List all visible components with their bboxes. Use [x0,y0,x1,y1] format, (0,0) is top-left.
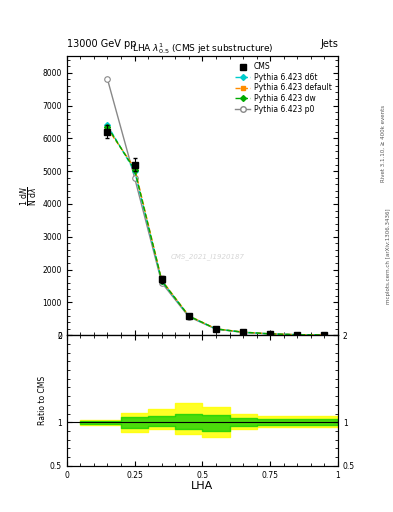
Text: Jets: Jets [320,38,338,49]
X-axis label: LHA: LHA [191,481,213,491]
Title: LHA $\lambda^{1}_{0.5}$ (CMS jet substructure): LHA $\lambda^{1}_{0.5}$ (CMS jet substru… [132,41,273,56]
Text: mcplots.cern.ch [arXiv:1306.3436]: mcplots.cern.ch [arXiv:1306.3436] [386,208,391,304]
Y-axis label: $\frac{1}{\mathrm{N}}\frac{\mathrm{d}N}{\mathrm{d}\lambda}$: $\frac{1}{\mathrm{N}}\frac{\mathrm{d}N}{… [18,186,40,206]
Text: 13000 GeV pp: 13000 GeV pp [67,38,136,49]
Legend: CMS, Pythia 6.423 d6t, Pythia 6.423 default, Pythia 6.423 dw, Pythia 6.423 p0: CMS, Pythia 6.423 d6t, Pythia 6.423 defa… [233,60,334,116]
Text: Rivet 3.1.10, ≥ 400k events: Rivet 3.1.10, ≥ 400k events [381,105,386,182]
Y-axis label: Ratio to CMS: Ratio to CMS [38,376,47,425]
Text: CMS_2021_I1920187: CMS_2021_I1920187 [171,254,245,261]
